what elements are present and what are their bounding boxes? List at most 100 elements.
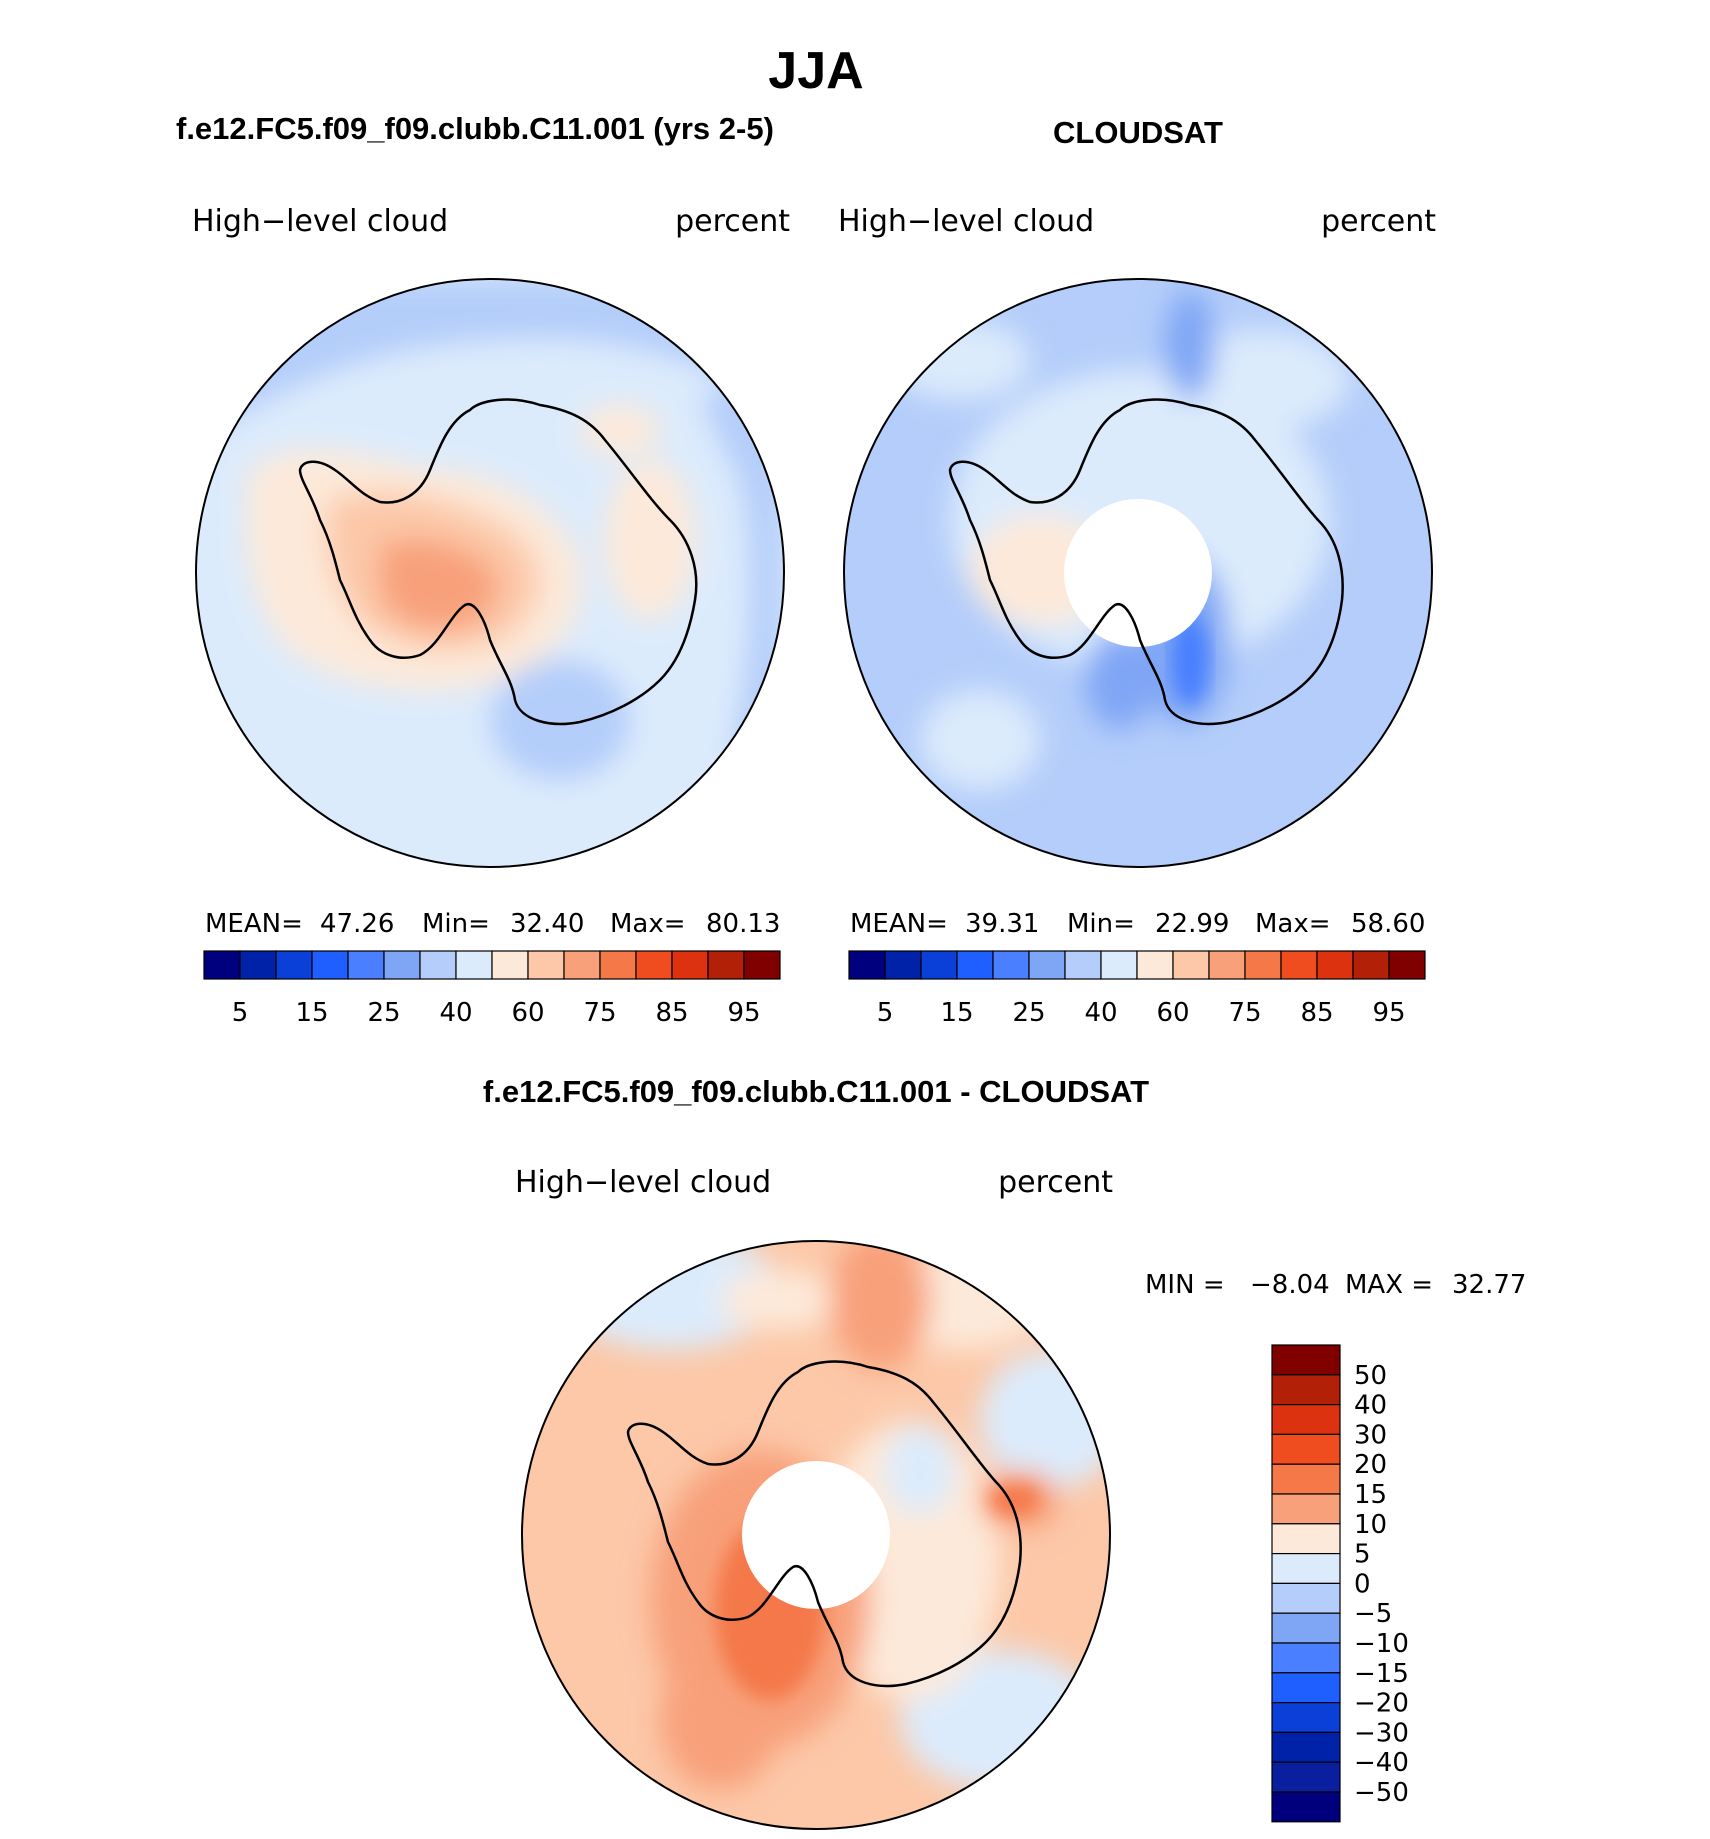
colorbar-tick-label: 25: [1012, 998, 1045, 1028]
colorbar-box: [1316, 950, 1354, 980]
colorbar-box: [1388, 950, 1426, 980]
panel3-max-label: MAX =: [1345, 1270, 1433, 1300]
colorbar-tick-label: 60: [511, 998, 544, 1028]
figure-title: JJA: [768, 42, 863, 100]
colorbar-box: [920, 950, 958, 980]
panel1-max-label: Max=: [610, 909, 686, 939]
panel3-map: [521, 1240, 1111, 1830]
panel1-mean-value: 47.26: [320, 909, 394, 939]
colorbar-box: [491, 950, 529, 980]
colorbar-tick-label: 40: [1084, 998, 1117, 1028]
panel2-mean-value: 39.31: [965, 909, 1039, 939]
colorbar-box: [455, 950, 493, 980]
colorbar-tick-label: −15: [1354, 1659, 1409, 1689]
panel3-min-value: −8.04: [1250, 1270, 1330, 1300]
colorbar-box: [563, 950, 601, 980]
colorbar-box: [527, 950, 565, 980]
panel2-colorbar: 5 15 25 40 60 75 85 95: [848, 950, 1426, 1028]
panel1-mean-label: MEAN=: [205, 909, 303, 939]
panel2-min-value: 22.99: [1155, 909, 1229, 939]
panel3-stats: MIN = −8.04 MAX = 32.77: [1145, 1270, 1526, 1300]
panel3-max-value: 32.77: [1452, 1270, 1526, 1300]
colorbar-tick-label: 85: [655, 998, 688, 1028]
colorbar-tick-label: 95: [1372, 998, 1405, 1028]
panel2-stats: MEAN= 39.31 Min= 22.99 Max= 58.60: [850, 909, 1425, 939]
colorbar-box: [1172, 950, 1210, 980]
colorbar-box: [1271, 1642, 1341, 1674]
colorbar-box: [635, 950, 673, 980]
panel2-map: [843, 278, 1433, 868]
colorbar-tick-label: 40: [439, 998, 472, 1028]
colorbar-box: [1271, 1433, 1341, 1465]
panel1-colorbar: 5 15 25 40 60 75 85 95: [203, 950, 781, 1028]
colorbar-tick-label: 50: [1354, 1361, 1387, 1391]
colorbar-box: [1271, 1791, 1341, 1823]
colorbar-box: [203, 950, 241, 980]
colorbar-box: [884, 950, 922, 980]
colorbar-tick-label: 5: [232, 998, 249, 1028]
panel1-max-value: 80.13: [706, 909, 780, 939]
colorbar-box: [275, 950, 313, 980]
colorbar-tick-label: −30: [1354, 1718, 1409, 1748]
colorbar-box: [1271, 1523, 1341, 1555]
colorbar-tick-label: −10: [1354, 1629, 1409, 1659]
colorbar-box: [239, 950, 277, 980]
colorbar-tick-label: 15: [295, 998, 328, 1028]
colorbar-tick-label: 0: [1354, 1569, 1371, 1599]
colorbar-tick-label: −40: [1354, 1748, 1409, 1778]
colorbar-tick-label: 20: [1354, 1450, 1387, 1480]
panel2-right-label: percent: [1321, 204, 1436, 239]
colorbar-box: [1271, 1403, 1341, 1435]
colorbar-box: [1100, 950, 1138, 980]
colorbar-box: [1064, 950, 1102, 980]
panel3-left-label: High−level cloud: [515, 1165, 771, 1200]
panel3-right-label: percent: [998, 1165, 1113, 1200]
colorbar-box: [1271, 1463, 1341, 1495]
colorbar-box: [1271, 1701, 1341, 1733]
colorbar-box: [1208, 950, 1246, 980]
colorbar-box: [1352, 950, 1390, 980]
colorbar-tick-label: 75: [583, 998, 616, 1028]
colorbar-box: [1136, 950, 1174, 980]
panel2-max-label: Max=: [1255, 909, 1331, 939]
colorbar-tick-label: 25: [367, 998, 400, 1028]
colorbar-box: [956, 950, 994, 980]
colorbar-box: [383, 950, 421, 980]
colorbar-tick-label: 15: [940, 998, 973, 1028]
colorbar-box: [743, 950, 781, 980]
colorbar-box: [347, 950, 385, 980]
colorbar-tick-label: −20: [1354, 1689, 1409, 1719]
colorbar-box: [1271, 1612, 1341, 1644]
colorbar-box: [1271, 1761, 1341, 1793]
panel2-title: CLOUDSAT: [1053, 115, 1223, 150]
panel1-left-label: High−level cloud: [192, 204, 448, 239]
colorbar-tick-label: 10: [1354, 1510, 1387, 1540]
panel3-min-label: MIN =: [1145, 1270, 1225, 1300]
colorbar-tick-label: 40: [1354, 1391, 1387, 1421]
colorbar-box: [1271, 1493, 1341, 1525]
panel3-title: f.e12.FC5.f09_f09.clubb.C11.001 - CLOUDS…: [483, 1074, 1149, 1109]
panel2-left-label: High−level cloud: [838, 204, 1094, 239]
colorbar-tick-label: −50: [1354, 1778, 1409, 1808]
colorbar-box: [1271, 1374, 1341, 1406]
colorbar-box: [1271, 1582, 1341, 1614]
colorbar-tick-label: 95: [727, 998, 760, 1028]
panel1-title: f.e12.FC5.f09_f09.clubb.C11.001 (yrs 2-5…: [176, 111, 774, 146]
colorbar-tick-label: 15: [1354, 1480, 1387, 1510]
colorbar-tick-label: 75: [1228, 998, 1261, 1028]
colorbar-box: [1271, 1344, 1341, 1376]
panel1-min-label: Min=: [422, 909, 490, 939]
colorbar-box: [1271, 1552, 1341, 1584]
panel2-mean-label: MEAN=: [850, 909, 948, 939]
colorbar-box: [1028, 950, 1066, 980]
panel1-map: [195, 278, 785, 868]
colorbar-box: [1271, 1672, 1341, 1704]
colorbar-tick-label: −5: [1354, 1599, 1392, 1629]
colorbar-tick-label: 85: [1300, 998, 1333, 1028]
panel1-stats: MEAN= 47.26 Min= 32.40 Max= 80.13: [205, 909, 780, 939]
colorbar-box: [992, 950, 1030, 980]
panel1-right-label: percent: [675, 204, 790, 239]
colorbar-box: [311, 950, 349, 980]
colorbar-box: [1244, 950, 1282, 980]
